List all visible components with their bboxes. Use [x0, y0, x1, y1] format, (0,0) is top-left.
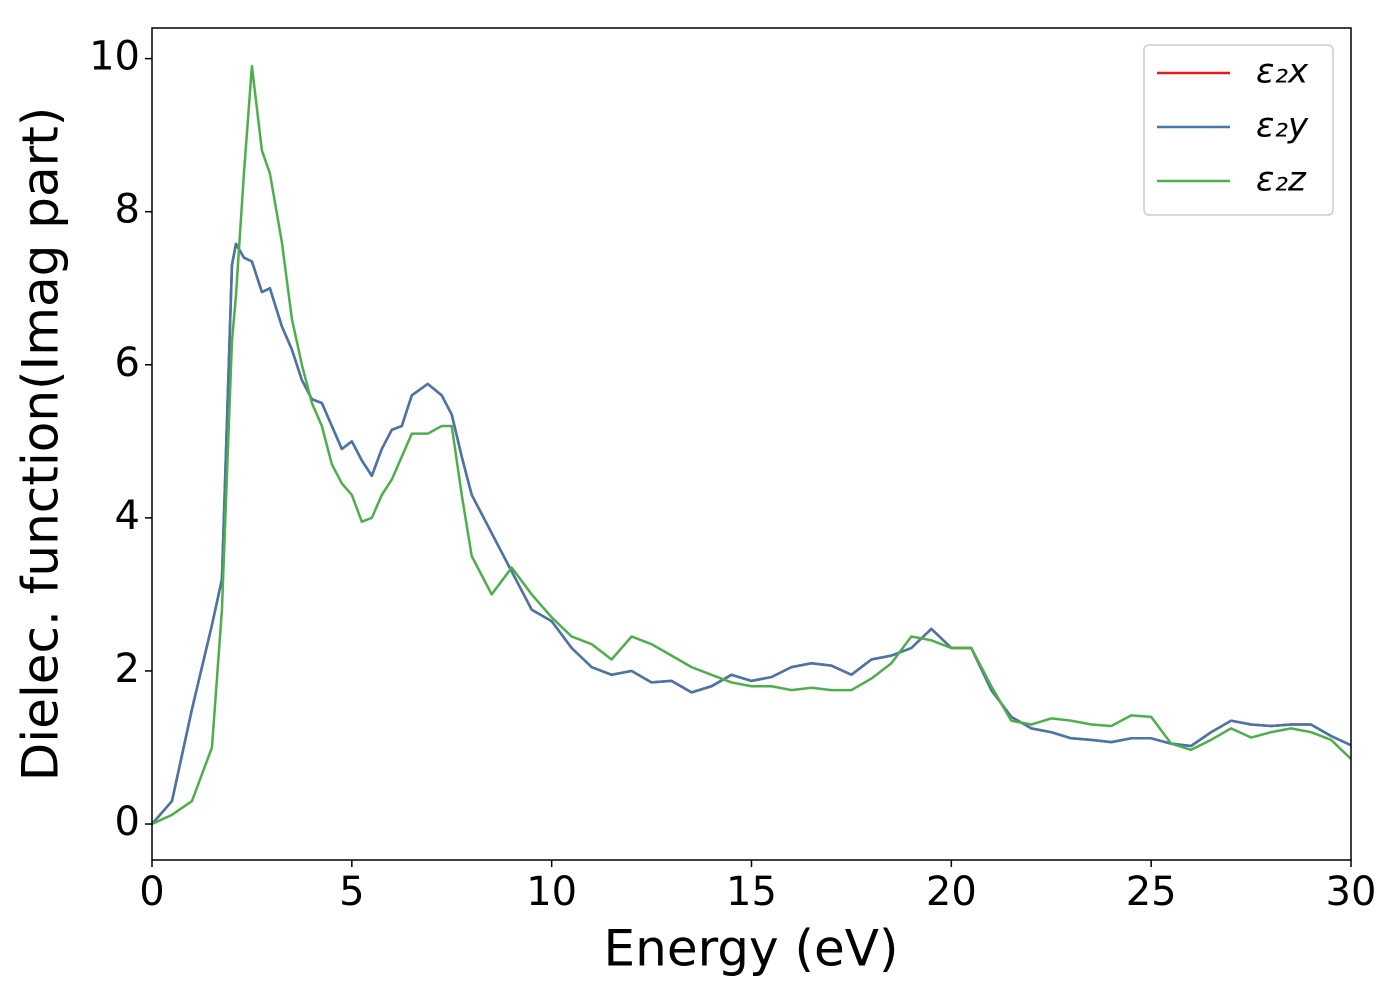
y-tick-label: 4	[115, 493, 140, 539]
x-tick-label: 10	[526, 869, 577, 915]
plot-frame	[151, 27, 1352, 861]
x-tick-label: 20	[926, 869, 977, 915]
x-tick-label: 30	[1326, 869, 1377, 915]
series-line	[152, 65, 1351, 826]
series-line	[152, 242, 1351, 825]
y-tick-label: 8	[115, 187, 140, 233]
y-axis-label: Dielec. function(Imag part)	[12, 107, 70, 782]
x-tick-label: 15	[726, 869, 777, 915]
legend-label: ε₂y	[1256, 106, 1309, 146]
legend-label: ε₂z	[1256, 160, 1307, 200]
series-line	[152, 242, 1351, 825]
legend-label: ε₂x	[1256, 52, 1309, 92]
y-tick-label: 10	[89, 34, 140, 80]
y-tick-label: 0	[115, 799, 140, 845]
y-tick-label: 6	[115, 340, 140, 386]
legend-box	[1143, 44, 1334, 216]
y-tick-label: 2	[115, 646, 140, 692]
x-tick-label: 5	[339, 869, 364, 915]
x-tick-label: 25	[1126, 869, 1177, 915]
x-axis-label: Energy (eV)	[604, 920, 899, 978]
x-tick-label: 0	[139, 869, 164, 915]
